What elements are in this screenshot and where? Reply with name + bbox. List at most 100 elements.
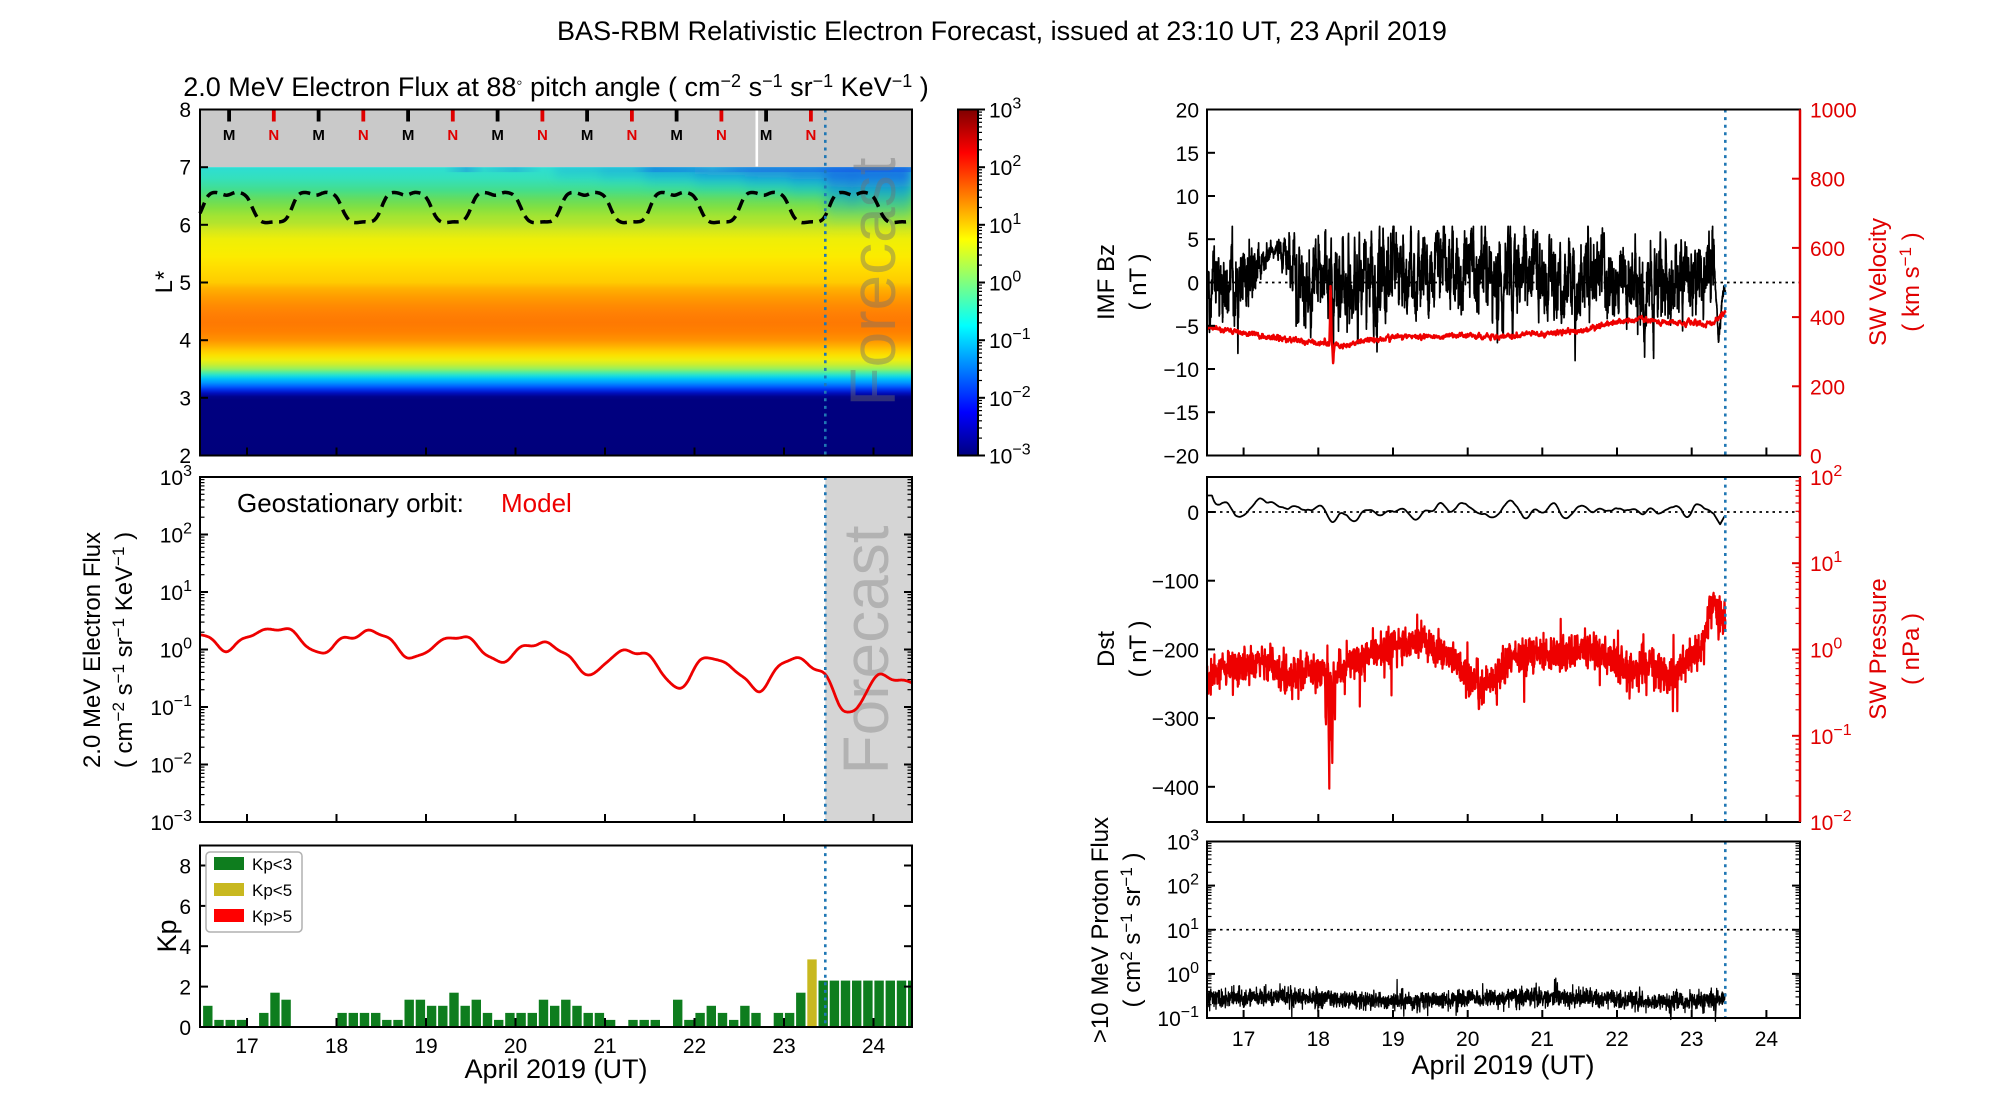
svg-text:SW Pressure: SW Pressure <box>1865 578 1892 719</box>
svg-text:102: 102 <box>1810 463 1842 490</box>
svg-text:SW Velocity: SW Velocity <box>1865 218 1892 346</box>
svg-text:( cm2 s−1 sr−1 ): ( cm2 s−1 sr−1 ) <box>1117 853 1146 1008</box>
svg-text:10−1: 10−1 <box>150 693 192 720</box>
svg-text:19: 19 <box>414 1035 437 1058</box>
svg-text:( nT ): ( nT ) <box>1125 254 1152 311</box>
svg-text:21: 21 <box>1531 1028 1554 1051</box>
svg-text:N: N <box>447 127 458 144</box>
svg-text:0: 0 <box>1810 446 1822 469</box>
svg-text:BAS-RBM Relativistic Electron: BAS-RBM Relativistic Electron Forecast, … <box>557 16 1447 46</box>
svg-text:>10 MeV Proton Flux: >10 MeV Proton Flux <box>1087 817 1114 1043</box>
svg-text:8: 8 <box>179 99 191 122</box>
svg-text:( nPa ): ( nPa ) <box>1898 613 1925 685</box>
svg-text:0: 0 <box>1187 273 1199 296</box>
svg-text:−20: −20 <box>1163 446 1199 469</box>
svg-text:−100: −100 <box>1152 571 1199 594</box>
svg-text:N: N <box>537 127 548 144</box>
svg-text:( cm−2 s−1 sr−1 KeV−1 ): ( cm−2 s−1 sr−1 KeV−1 ) <box>109 532 138 768</box>
svg-text:N: N <box>268 127 279 144</box>
svg-text:April 2019 (UT): April 2019 (UT) <box>464 1054 647 1084</box>
svg-text:10−3: 10−3 <box>150 808 192 835</box>
svg-text:−10: −10 <box>1163 359 1199 382</box>
svg-text:101: 101 <box>1167 916 1199 943</box>
svg-text:N: N <box>716 127 727 144</box>
svg-text:20: 20 <box>1176 100 1199 123</box>
svg-text:−300: −300 <box>1152 708 1199 731</box>
svg-text:101: 101 <box>160 578 192 605</box>
svg-text:103: 103 <box>160 463 192 490</box>
svg-text:24: 24 <box>862 1035 886 1058</box>
svg-text:M: M <box>760 127 773 144</box>
svg-text:IMF Bz: IMF Bz <box>1093 244 1120 320</box>
svg-text:M: M <box>402 127 415 144</box>
svg-text:22: 22 <box>1605 1028 1628 1051</box>
svg-text:Kp: Kp <box>152 919 182 952</box>
svg-text:Kp>5: Kp>5 <box>252 907 292 926</box>
svg-text:Kp<5: Kp<5 <box>252 881 292 900</box>
svg-text:N: N <box>626 127 637 144</box>
svg-text:5: 5 <box>1187 229 1199 252</box>
svg-text:23: 23 <box>772 1035 795 1058</box>
svg-text:8: 8 <box>179 856 191 879</box>
svg-text:19: 19 <box>1381 1028 1404 1051</box>
svg-text:( km s−1 ): ( km s−1 ) <box>1896 232 1925 331</box>
svg-text:10−2: 10−2 <box>150 751 192 778</box>
svg-text:N: N <box>805 127 816 144</box>
svg-text:Model: Model <box>501 488 572 518</box>
svg-text:Forecast: Forecast <box>830 525 902 774</box>
svg-text:M: M <box>223 127 236 144</box>
svg-text:0: 0 <box>1187 502 1199 525</box>
svg-text:M: M <box>312 127 325 144</box>
svg-text:N: N <box>358 127 369 144</box>
svg-text:M: M <box>491 127 504 144</box>
svg-text:Kp<3: Kp<3 <box>252 855 292 874</box>
svg-text:10−1: 10−1 <box>989 326 1031 353</box>
svg-text:102: 102 <box>1167 872 1199 899</box>
svg-text:L*: L* <box>151 271 178 294</box>
svg-text:2: 2 <box>179 445 191 468</box>
svg-text:0: 0 <box>179 1017 191 1040</box>
svg-text:Geostationary orbit:: Geostationary orbit: <box>237 488 464 518</box>
svg-text:20: 20 <box>1456 1028 1479 1051</box>
svg-text:15: 15 <box>1176 143 1199 166</box>
svg-text:3: 3 <box>179 387 191 410</box>
svg-text:400: 400 <box>1810 307 1845 330</box>
svg-text:6: 6 <box>179 214 191 237</box>
svg-text:M: M <box>670 127 683 144</box>
svg-text:2.0 MeV Electron Flux at 88◦ p: 2.0 MeV Electron Flux at 88◦ pitch angle… <box>183 71 928 102</box>
svg-text:101: 101 <box>989 211 1021 238</box>
svg-text:2: 2 <box>179 977 191 1000</box>
svg-text:1000: 1000 <box>1810 100 1857 123</box>
svg-text:7: 7 <box>179 157 191 180</box>
svg-text:18: 18 <box>325 1035 348 1058</box>
svg-text:21: 21 <box>593 1035 616 1058</box>
svg-text:17: 17 <box>1232 1028 1255 1051</box>
svg-text:20: 20 <box>504 1035 527 1058</box>
svg-text:100: 100 <box>160 636 192 663</box>
svg-text:100: 100 <box>989 269 1021 296</box>
svg-text:4: 4 <box>179 936 191 959</box>
svg-text:100: 100 <box>1810 636 1842 663</box>
svg-text:100: 100 <box>1167 960 1199 987</box>
svg-text:−400: −400 <box>1152 777 1199 800</box>
svg-text:10−2: 10−2 <box>989 384 1031 411</box>
svg-text:−200: −200 <box>1152 639 1199 662</box>
svg-text:2.0 MeV Electron Flux: 2.0 MeV Electron Flux <box>79 532 106 768</box>
svg-text:6: 6 <box>179 896 191 919</box>
svg-text:−15: −15 <box>1163 402 1199 425</box>
svg-text:18: 18 <box>1307 1028 1330 1051</box>
svg-text:200: 200 <box>1810 376 1845 399</box>
svg-text:102: 102 <box>989 153 1021 180</box>
svg-text:800: 800 <box>1810 169 1845 192</box>
svg-text:24: 24 <box>1755 1028 1779 1051</box>
svg-text:10: 10 <box>1176 186 1199 209</box>
svg-text:103: 103 <box>1167 828 1199 855</box>
svg-text:23: 23 <box>1680 1028 1703 1051</box>
svg-text:101: 101 <box>1810 549 1842 576</box>
svg-text:102: 102 <box>160 521 192 548</box>
svg-text:103: 103 <box>989 96 1021 123</box>
svg-text:M: M <box>581 127 594 144</box>
svg-text:−5: −5 <box>1175 316 1199 339</box>
svg-text:April 2019 (UT): April 2019 (UT) <box>1411 1050 1594 1080</box>
svg-text:10−2: 10−2 <box>1810 808 1852 835</box>
